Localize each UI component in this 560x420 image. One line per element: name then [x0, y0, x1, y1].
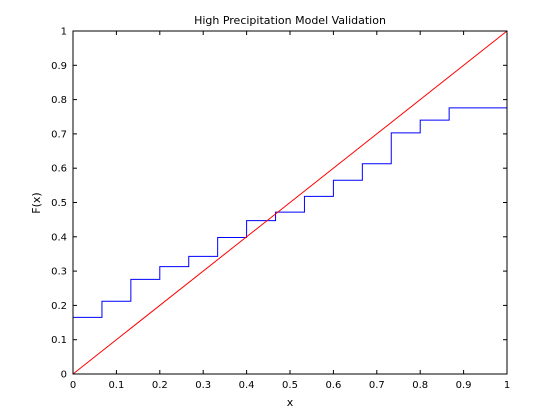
ticks-layer: 0 0.1 0.2 0.3 0.4 0.5 0.6 0.7 0.8 0.9 1 0 0.1 0.2 0.3 0…	[51, 27, 510, 392]
y-tick-label: 0.4	[51, 232, 67, 243]
y-tick-label: 0.3	[51, 267, 67, 278]
x-axis-title: x	[287, 396, 294, 409]
y-tick-label: 0.5	[51, 198, 67, 209]
y-tick-label: 0.9	[51, 61, 67, 72]
x-tick-label: 0.1	[108, 380, 124, 391]
x-tick-label: 0.3	[195, 380, 211, 391]
x-tick-label: 0.8	[412, 380, 428, 391]
y-tick-label: 0.8	[51, 95, 67, 106]
reference-diagonal-line	[72, 30, 508, 375]
series-layer	[72, 30, 508, 375]
y-tick-label: 1	[61, 27, 67, 38]
x-tick-label: 0	[70, 380, 76, 391]
y-tick-label: 0.1	[51, 335, 67, 346]
y-tick-label: 0.6	[51, 164, 67, 175]
x-tick-label: 0.2	[152, 380, 168, 391]
y-tick-label: 0.2	[51, 301, 67, 312]
y-axis-title: F(x)	[30, 192, 43, 213]
x-tick-label: 0.7	[369, 380, 385, 391]
x-tick-label: 0.6	[325, 380, 341, 391]
x-tick-label: 0.4	[239, 380, 255, 391]
y-tick-label: 0.7	[51, 129, 67, 140]
x-tick-label: 1	[504, 380, 510, 391]
y-tick-label: 0	[61, 370, 67, 381]
x-tick-label: 0.9	[456, 380, 472, 391]
chart-title: High Precipitation Model Validation	[194, 14, 386, 27]
empirical-cdf-step-line	[73, 107, 507, 318]
x-tick-label: 0.5	[282, 380, 298, 391]
